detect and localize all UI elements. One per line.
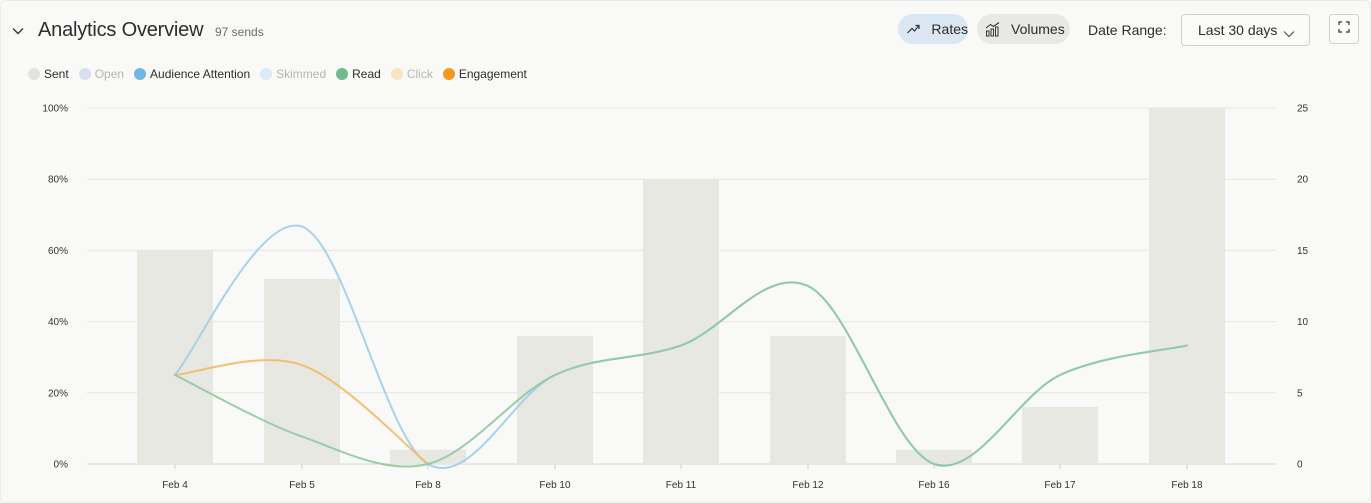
date-range-select[interactable]: Last 30 days: [1181, 14, 1310, 46]
y-tick-label-right: 5: [1297, 388, 1303, 399]
bar-sent: [1149, 108, 1225, 464]
date-range-label: Date Range:: [1088, 22, 1167, 38]
y-tick-label-right: 10: [1297, 317, 1309, 328]
y-tick-label-left: 40%: [48, 317, 68, 328]
bar-sent: [390, 449, 466, 464]
x-tick-label: Feb 18: [1171, 480, 1203, 491]
legend-label: Open: [94, 67, 125, 81]
page-title: Analytics Overview: [38, 19, 204, 41]
legend-dot: [28, 68, 40, 80]
y-tick-label-left: 0%: [54, 460, 69, 471]
legend-label: Click: [406, 67, 433, 81]
bar-sent: [264, 278, 340, 464]
x-tick-label: Feb 10: [539, 480, 571, 491]
sends-count: 97 sends: [215, 25, 264, 39]
legend-item-click[interactable]: Click: [390, 67, 433, 81]
legend-item-audience-attention[interactable]: Audience Attention: [134, 67, 250, 81]
bar-sent: [643, 179, 719, 464]
fullscreen-button[interactable]: [1329, 14, 1359, 44]
legend-label: Skimmed: [276, 67, 327, 81]
legend-item-engagement[interactable]: Engagement: [442, 67, 527, 81]
legend-item-read[interactable]: Read: [336, 67, 381, 81]
chevron-down-icon: [1283, 25, 1295, 41]
bar-sent: [896, 449, 972, 464]
y-tick-label-right: 0: [1297, 460, 1303, 471]
legend-label: Read: [352, 67, 381, 81]
y-tick-label-left: 20%: [48, 388, 68, 399]
bar-sent: [137, 250, 213, 464]
x-tick-label: Feb 4: [162, 480, 188, 491]
legend-item-open[interactable]: Open: [78, 67, 125, 81]
legend-item-sent[interactable]: Sent: [28, 67, 69, 81]
series-line-engagement: [174, 359, 429, 465]
rates-toggle-button[interactable]: Rates: [898, 14, 968, 44]
date-range-value: Last 30 days: [1198, 22, 1278, 38]
legend-label: Sent: [44, 67, 69, 81]
legend-label: Engagement: [458, 67, 527, 81]
y-tick-label-right: 25: [1297, 104, 1309, 115]
volumes-label: Volumes: [1011, 21, 1065, 37]
legend-dot: [78, 68, 91, 80]
legend-dot: [442, 68, 455, 80]
chevron-down-icon[interactable]: [9, 22, 27, 40]
chart-legend: Sent Open Audience Attention Skimmed Rea…: [28, 66, 537, 82]
trend-up-icon: [906, 21, 923, 37]
legend-dot: [336, 68, 349, 80]
legend-dot: [134, 68, 147, 80]
analytics-chart: 0% 20% 40% 60% 80% 100% 0 5 10 15 20 25 Feb 4 Feb 5 Fe…: [42, 104, 1309, 492]
y-tick-label-right: 15: [1297, 246, 1309, 257]
bar-sent: [1022, 407, 1098, 464]
y-tick-label-right: 20: [1297, 175, 1309, 186]
legend-label: Audience Attention: [150, 67, 251, 81]
y-tick-label-left: 80%: [48, 175, 68, 186]
legend-dot: [260, 68, 273, 80]
x-tick-label: Feb 12: [792, 480, 824, 491]
y-tick-label-left: 60%: [48, 246, 68, 257]
bar-trend-icon: [985, 21, 1003, 37]
rates-label: Rates: [931, 21, 968, 37]
x-tick-label: Feb 17: [1044, 480, 1076, 491]
fullscreen-icon: [1338, 20, 1350, 38]
y-tick-label-left: 100%: [42, 104, 68, 115]
analytics-header: Analytics Overview 97 sends Rates Volume…: [0, 0, 1371, 60]
x-tick-label: Feb 5: [289, 480, 315, 491]
volumes-toggle-button[interactable]: Volumes: [977, 14, 1070, 44]
bar-sent: [770, 335, 846, 464]
legend-item-skimmed[interactable]: Skimmed: [260, 67, 326, 81]
bar-sent: [517, 335, 593, 464]
series-line-read: [174, 281, 1188, 468]
x-tick-label: Feb 11: [666, 480, 697, 491]
x-tick-label: Feb 8: [415, 480, 441, 491]
legend-dot: [390, 68, 403, 80]
x-tick-label: Feb 16: [918, 480, 950, 491]
